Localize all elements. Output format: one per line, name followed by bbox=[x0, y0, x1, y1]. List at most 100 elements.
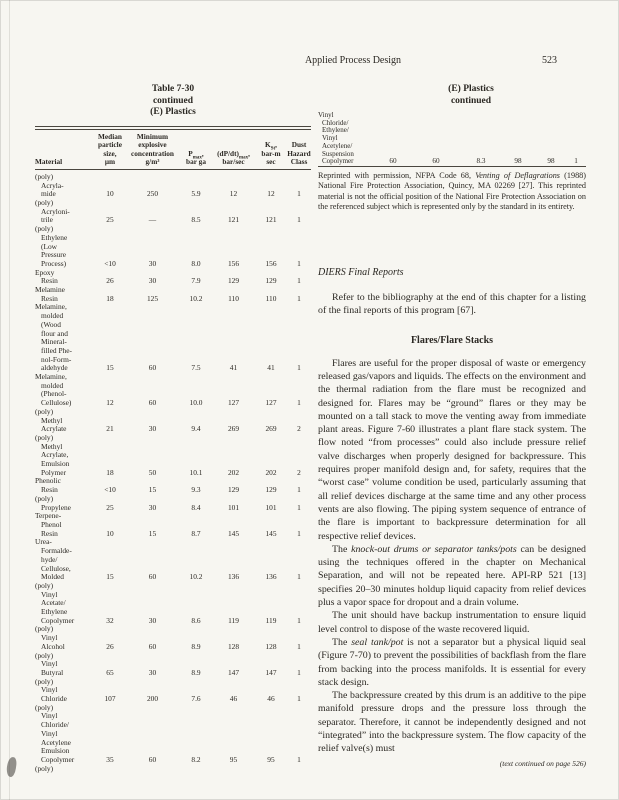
table-row: (poly) Acryloni-trile 25 — 8.5 121 121 1 bbox=[35, 197, 311, 225]
table-row: (poly) Vinyl Alcohol 26 60 8.9 128 128 1 bbox=[35, 625, 311, 651]
page-number: 523 bbox=[542, 55, 557, 66]
paragraph: The seal tank/pot is not a separator but… bbox=[318, 636, 586, 688]
text-continued-note: (text continued on page 526) bbox=[499, 758, 586, 768]
value-cell: 202 bbox=[227, 467, 240, 477]
value-cell: 15 bbox=[106, 363, 114, 373]
material-cell: (poly) Methyl Acrylate bbox=[35, 406, 67, 434]
material-cell: (poly) Vinyl Acetate/Ethylene Copolymer bbox=[35, 580, 75, 625]
value-cell: 30 bbox=[148, 276, 157, 286]
scan-smudge-artifact bbox=[5, 756, 18, 778]
material-cell: Phenolic Resin bbox=[35, 476, 61, 495]
value-cell: 121 bbox=[265, 215, 277, 225]
value-cell: 101 bbox=[265, 502, 277, 512]
diers-paragraph: Refer to the bibliography at the end of … bbox=[318, 292, 586, 317]
value-cell: 15 bbox=[148, 528, 157, 538]
table-row: (poly) Vinyl Butyral 65 30 8.9 147 147 1 bbox=[35, 650, 311, 678]
continued-table-title: (E) Plastics continued bbox=[448, 84, 494, 106]
value-cell: — bbox=[148, 215, 157, 225]
table-row: Epoxy Resin 26 30 7.9 129 129 1 bbox=[35, 268, 311, 286]
value-cell: 1 bbox=[297, 215, 301, 225]
value-cell: 9.4 bbox=[191, 424, 201, 434]
column-header: Dust Hazard Class bbox=[287, 140, 311, 167]
column-header: Pmax, bar ga bbox=[186, 148, 206, 167]
right-column: (E) Plastics continued Vinyl Chloride/Ethy… bbox=[318, 84, 586, 768]
value-cell: 10.2 bbox=[189, 572, 203, 582]
value-cell: 18 bbox=[106, 467, 114, 477]
material-cell: (poly) bbox=[35, 763, 54, 773]
value-cell: 10 bbox=[106, 528, 114, 538]
value-cell: 127 bbox=[265, 398, 277, 408]
value-cell: 41 bbox=[229, 363, 238, 373]
value-cell: 7.6 bbox=[191, 694, 201, 704]
value-cell: 101 bbox=[227, 502, 240, 512]
value-cell: 10.1 bbox=[189, 467, 203, 477]
value-cell: 18 bbox=[106, 293, 114, 303]
table-header-row: Material Median particle size, μm Minimum expl… bbox=[35, 130, 311, 169]
flares-flare-stacks-heading: Flares/Flare Stacks bbox=[410, 334, 494, 346]
value-cell: 1 bbox=[574, 157, 578, 166]
value-cell: 8.2 bbox=[191, 754, 201, 764]
table-title: Table 7-30 continued (E) Plastics bbox=[150, 84, 196, 117]
value-cell: 30 bbox=[148, 424, 157, 434]
value-cell: 1 bbox=[297, 667, 301, 677]
value-cell: 127 bbox=[227, 398, 240, 408]
table-row: Urea- Formalde-hyde/Cellulose, Molded 15 60 1… bbox=[35, 538, 311, 582]
value-cell: 202 bbox=[265, 467, 277, 477]
table-row: (poly) Propylene 25 30 8.4 101 101 1 bbox=[35, 494, 311, 512]
value-cell: 129 bbox=[227, 485, 240, 495]
material-cell: Melamine Resin bbox=[35, 285, 65, 303]
value-cell: 32 bbox=[106, 615, 114, 625]
value-cell: 7.9 bbox=[191, 276, 201, 286]
value-cell: 269 bbox=[265, 424, 277, 434]
value-cell: 8.0 bbox=[191, 258, 201, 268]
value-cell: <10 bbox=[104, 485, 116, 495]
value-cell: 10 bbox=[106, 189, 114, 199]
value-cell: 1 bbox=[297, 754, 301, 764]
value-cell: 50 bbox=[148, 467, 157, 477]
value-cell: 156 bbox=[227, 258, 240, 268]
value-cell: 46 bbox=[267, 694, 275, 704]
value-cell: 145 bbox=[265, 528, 277, 538]
value-cell: 10.2 bbox=[189, 293, 203, 303]
material-cell: (poly) Acryla-mide bbox=[35, 171, 64, 199]
material-cell: Vinyl Chloride/Ethylene/Vinyl Acetylene/Su… bbox=[318, 111, 354, 166]
value-cell: 25 bbox=[106, 502, 114, 512]
material-cell: (poly) Vinyl Alcohol bbox=[35, 624, 65, 651]
table-header-rule bbox=[35, 168, 311, 170]
table-top-rule bbox=[35, 125, 311, 130]
continued-table-row: Vinyl Chloride/Ethylene/Vinyl Acetylene/Su… bbox=[318, 111, 586, 166]
value-cell: 129 bbox=[227, 276, 240, 286]
table-body: (poly) Acryla-mide 10 250 5.9 12 12 1 (poly) Acry… bbox=[35, 170, 311, 774]
table-row: (poly) Ethylene (Low Pressure Process) <10 30 8… bbox=[35, 224, 311, 269]
value-cell: 1 bbox=[297, 485, 301, 495]
value-cell: 12 bbox=[267, 189, 275, 199]
value-cell: 98 bbox=[547, 157, 555, 166]
value-cell: 98 bbox=[514, 157, 522, 166]
value-cell: 1 bbox=[297, 641, 301, 651]
value-cell: 156 bbox=[265, 258, 277, 268]
value-cell: 2 bbox=[297, 424, 301, 434]
material-cell: (poly) Vinyl Chloride bbox=[35, 676, 67, 704]
value-cell: 1 bbox=[297, 258, 301, 268]
column-header: Median particle size, μm bbox=[98, 131, 122, 167]
value-cell: 8.7 bbox=[191, 528, 201, 538]
value-cell: 1 bbox=[297, 572, 301, 582]
value-cell: 8.3 bbox=[476, 157, 486, 166]
value-cell: 2 bbox=[297, 467, 301, 477]
value-cell: 1 bbox=[297, 293, 301, 303]
value-cell: 1 bbox=[297, 276, 301, 286]
paragraph: The knock-out drums or separator tanks/p… bbox=[318, 543, 586, 609]
value-cell: 8.9 bbox=[191, 667, 201, 677]
value-cell: 30 bbox=[148, 502, 157, 512]
material-cell: (poly) Vinyl Butyral bbox=[35, 650, 64, 677]
column-header: KSt, bar-m sec bbox=[261, 140, 281, 167]
value-cell: 35 bbox=[106, 754, 114, 764]
value-cell: 12 bbox=[106, 398, 114, 408]
value-cell: 60 bbox=[148, 641, 157, 651]
table-row: (poly) Vinyl Chloride 107 200 7.6 46 46 1 bbox=[35, 676, 311, 704]
material-cell: (poly) Acryloni-trile bbox=[35, 197, 70, 225]
value-cell: 25 bbox=[106, 215, 114, 225]
continued-table-bottom-rule bbox=[318, 165, 586, 167]
value-cell: 15 bbox=[106, 572, 114, 582]
